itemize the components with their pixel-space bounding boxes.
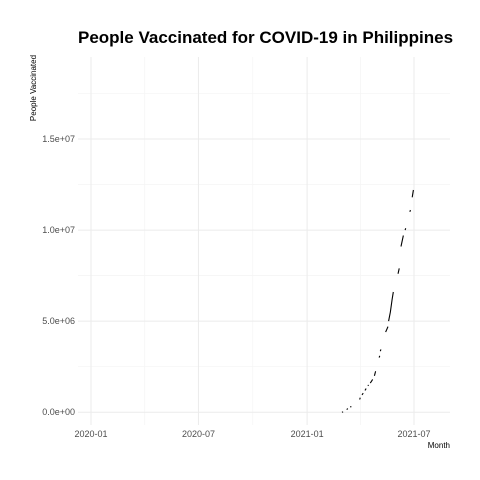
y-tick-labels: 0.0e+00 5.0e+06 1.0e+07 1.5e+07 [42,134,75,417]
x-tick-labels: 2020-01 2020-07 2021-01 2021-07 [74,429,430,439]
series-line-segment [404,228,407,231]
series-line-segment [373,371,377,376]
series-line-segment [346,408,349,410]
series-line-segment [379,349,382,352]
y-tick-label: 0.0e+00 [42,407,75,417]
minor-gridlines [78,57,450,425]
series-line-segment [400,235,404,247]
series-line-segment [364,388,367,391]
series-line-segment [409,209,411,213]
x-tick-label: 2020-01 [74,429,107,439]
series-line-segment [388,291,394,322]
y-tick-label: 1.5e+07 [42,134,75,144]
series-line-segment [367,384,369,387]
data-point [350,406,352,408]
x-tick-label: 2020-07 [182,429,215,439]
y-tick-label: 1.0e+07 [42,225,75,235]
series-line-segment [369,379,374,384]
series-line-segment [385,326,389,333]
series-line-segment [378,355,381,358]
series-line-segment [359,397,361,400]
series-line-segment [411,189,414,198]
y-axis-label: People Vaccinated [29,55,38,121]
chart-title: People Vaccinated for COVID-19 in Philip… [78,28,453,47]
x-tick-label: 2021-01 [291,429,324,439]
series-line-segment [361,392,364,396]
x-axis-label: Month [428,441,450,450]
x-tick-label: 2021-07 [397,429,430,439]
y-tick-label: 5.0e+06 [42,316,75,326]
data-series [341,189,414,413]
major-gridlines [78,57,450,425]
series-line-segment [397,268,400,274]
